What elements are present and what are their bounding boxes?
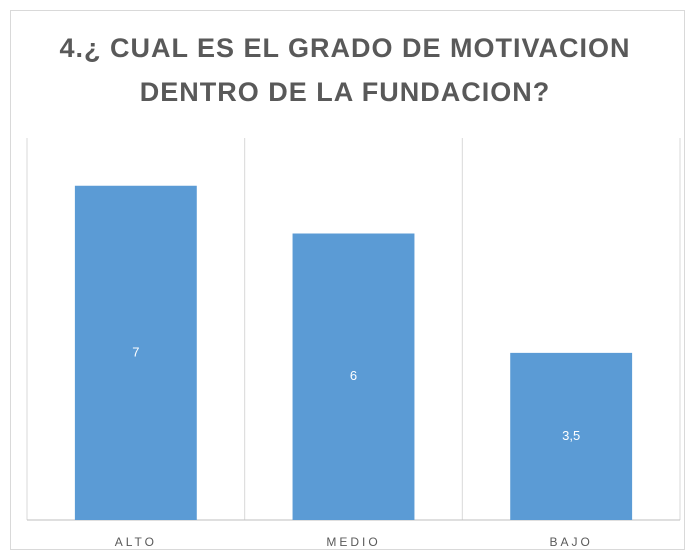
bar	[510, 352, 633, 520]
x-tick-label: ALTO	[115, 535, 157, 549]
x-tick-label: BAJO	[549, 535, 592, 549]
value-label: 7	[132, 344, 139, 359]
chart-title: 4.¿ CUAL ES EL GRADO DE MOTIVACION	[59, 33, 630, 63]
value-label: 3,5	[562, 428, 580, 443]
chart-title: DENTRO DE LA FUNDACION?	[140, 77, 550, 107]
x-tick-label: MEDIO	[326, 535, 380, 549]
value-label: 6	[350, 368, 357, 383]
bar	[292, 233, 415, 520]
bar	[74, 185, 197, 520]
